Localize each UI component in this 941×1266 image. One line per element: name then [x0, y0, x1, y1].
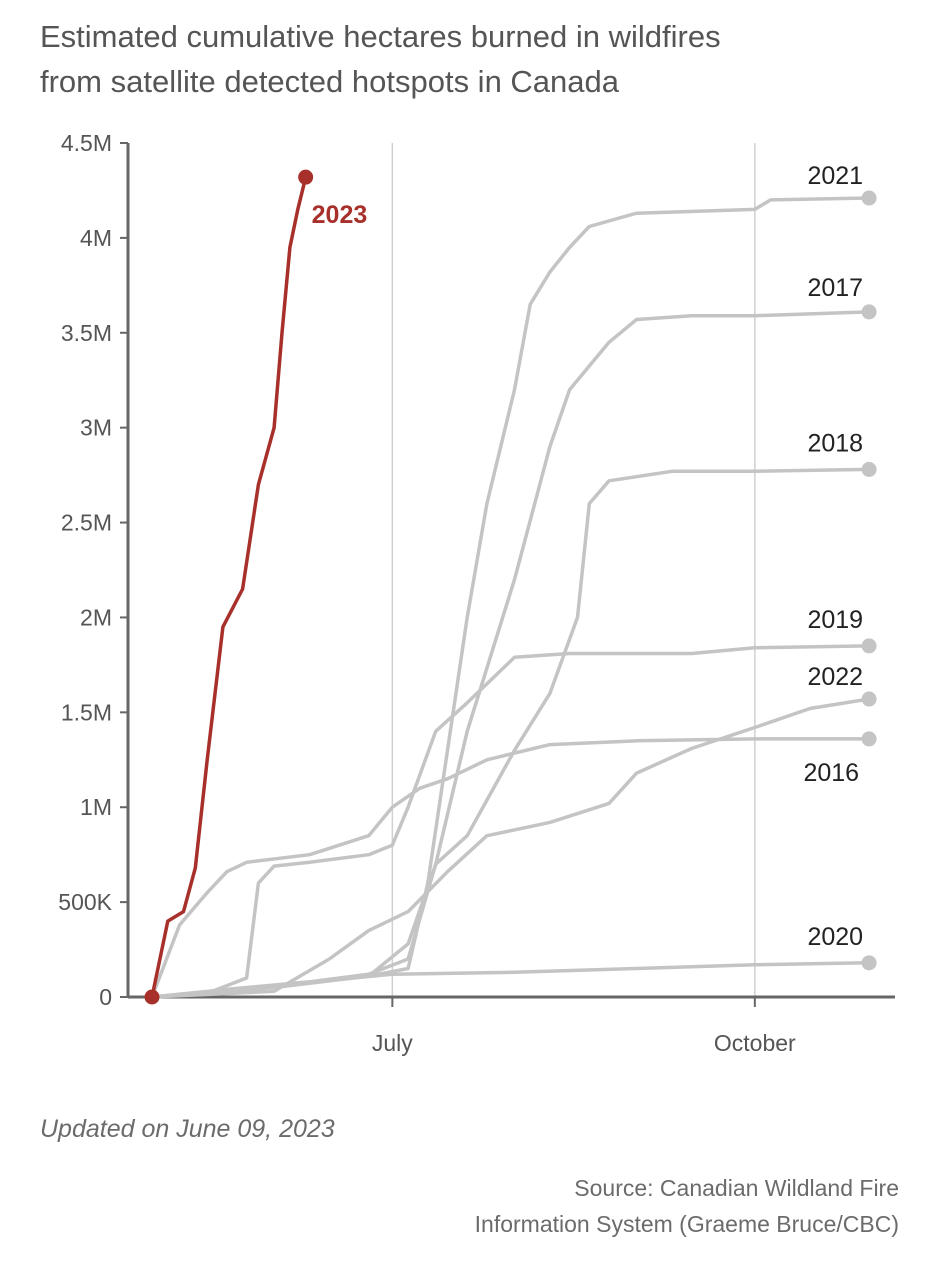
chart-title-line-1: Estimated cumulative hectares burned in … [40, 19, 721, 54]
series-start-point-2023 [144, 989, 160, 1005]
series-end-point-2018 [861, 461, 877, 477]
y-tick-label: 4M [80, 225, 112, 251]
chart-title: Estimated cumulative hectares burned in … [40, 14, 920, 104]
series-label-2017: 2017 [807, 274, 863, 302]
series-line-2023 [150, 175, 308, 999]
y-tick-label: 1.5M [61, 699, 112, 725]
source-line-2: Information System (Graeme Bruce/CBC) [474, 1211, 899, 1237]
series-end-point-2022 [861, 691, 877, 707]
y-tick-label: 3M [80, 415, 112, 441]
source-line-1: Source: Canadian Wildland Fire [574, 1175, 899, 1201]
y-tick-label: 2M [80, 604, 112, 630]
y-tick-label: 3.5M [61, 320, 112, 346]
updated-note: Updated on June 09, 2023 [40, 1115, 335, 1143]
series-label-2022: 2022 [807, 663, 863, 691]
series-line-2022 [150, 697, 871, 999]
series-end-point-2020 [861, 955, 877, 971]
chart-title-line-2: from satellite detected hotspots in Cana… [40, 64, 620, 99]
series-label-2021: 2021 [807, 162, 863, 190]
y-tick-label: 0 [99, 984, 112, 1010]
line-chart: 0 500K 1M 1.5M 2M 2.5M 3M 3.5M 4M 4.5M July October… [58, 130, 895, 1056]
series-end-point-2021 [861, 190, 877, 206]
series-line-2018 [150, 467, 871, 999]
y-tick-label: 500K [58, 889, 112, 915]
series-label-2020: 2020 [807, 923, 863, 951]
source-credit: Source: Canadian Wildland Fire Informati… [475, 1170, 899, 1242]
x-tick-label: July [372, 1030, 413, 1056]
series-line-2016 [150, 737, 871, 999]
series-label-2023: 2023 [312, 201, 368, 229]
series-label-2018: 2018 [807, 429, 863, 457]
series-line-2021 [150, 196, 871, 999]
series-end-point-2019 [861, 638, 877, 654]
series-label-2016: 2016 [803, 759, 859, 787]
series-end-point-2017 [861, 304, 877, 320]
y-tick-label: 1M [80, 794, 112, 820]
y-tick-label: 2.5M [61, 510, 112, 536]
series-line-2019 [150, 644, 871, 999]
series-end-point-2016 [861, 731, 877, 747]
y-tick-label: 4.5M [61, 130, 112, 156]
series-line-2017 [150, 310, 871, 999]
series-end-point-2023 [298, 169, 314, 185]
series-label-2019: 2019 [807, 606, 863, 634]
x-tick-label: October [714, 1030, 796, 1056]
